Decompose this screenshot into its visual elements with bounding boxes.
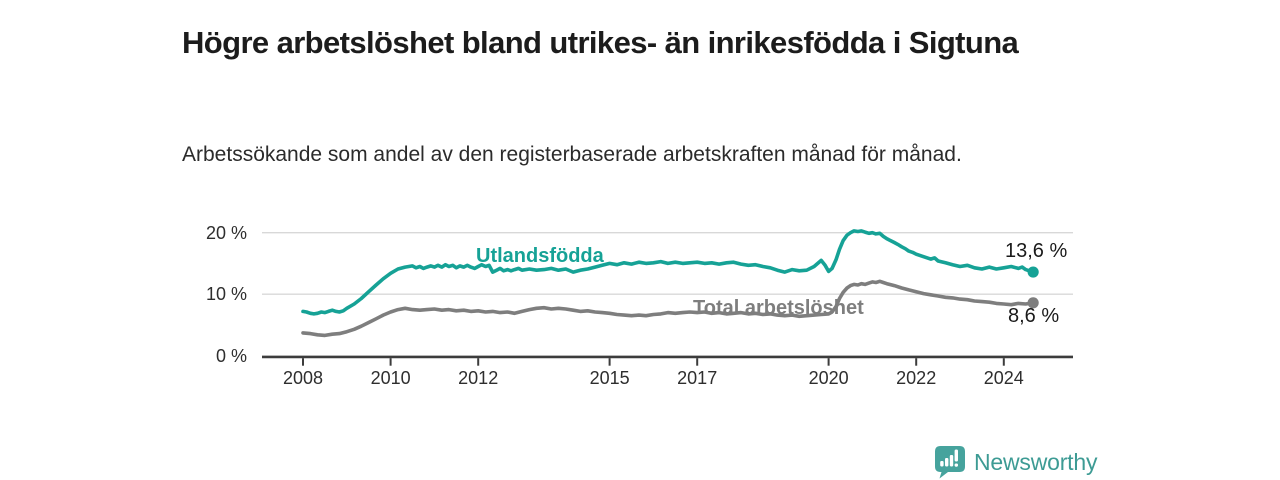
series-label-total-arbetsloshet: Total arbetslöshet xyxy=(693,297,864,319)
x-tick-label: 2017 xyxy=(677,368,718,388)
page-title: Högre arbetslöshet bland utrikes- än inr… xyxy=(182,24,1019,60)
y-tick-label: 20 % xyxy=(205,222,247,243)
series-end-dot-total xyxy=(1027,297,1039,309)
x-tick-label: 2020 xyxy=(808,368,849,388)
newsworthy-brand: Newsworthy xyxy=(934,445,1097,479)
x-tick-label: 2015 xyxy=(589,368,630,388)
end-value-label-utlandsfodda: 13,6 % xyxy=(1005,240,1068,262)
x-tick-label: 2012 xyxy=(458,368,499,388)
newsworthy-chart-bubble-icon xyxy=(935,446,965,479)
series-line-total xyxy=(301,279,1035,338)
brand-name: Newsworthy xyxy=(974,449,1098,475)
x-tick-label: 2024 xyxy=(983,368,1024,388)
series-end-dot-utlandsfodda xyxy=(1027,266,1039,278)
x-tick-label: 2008 xyxy=(282,368,324,388)
end-value-label-total: 8,6 % xyxy=(1008,305,1060,327)
x-tick-label: 2022 xyxy=(896,368,937,388)
series-label-utlandsfodda: Utlandsfödda xyxy=(476,245,604,267)
y-tick-label: 10 % xyxy=(205,284,247,305)
y-tick-label: 0 % xyxy=(215,345,247,366)
x-tick-label: 2010 xyxy=(370,368,411,388)
chart-subtitle: Arbetssökande som andel av den registerb… xyxy=(182,143,962,166)
series-line-utlandsfodda xyxy=(301,229,1035,316)
